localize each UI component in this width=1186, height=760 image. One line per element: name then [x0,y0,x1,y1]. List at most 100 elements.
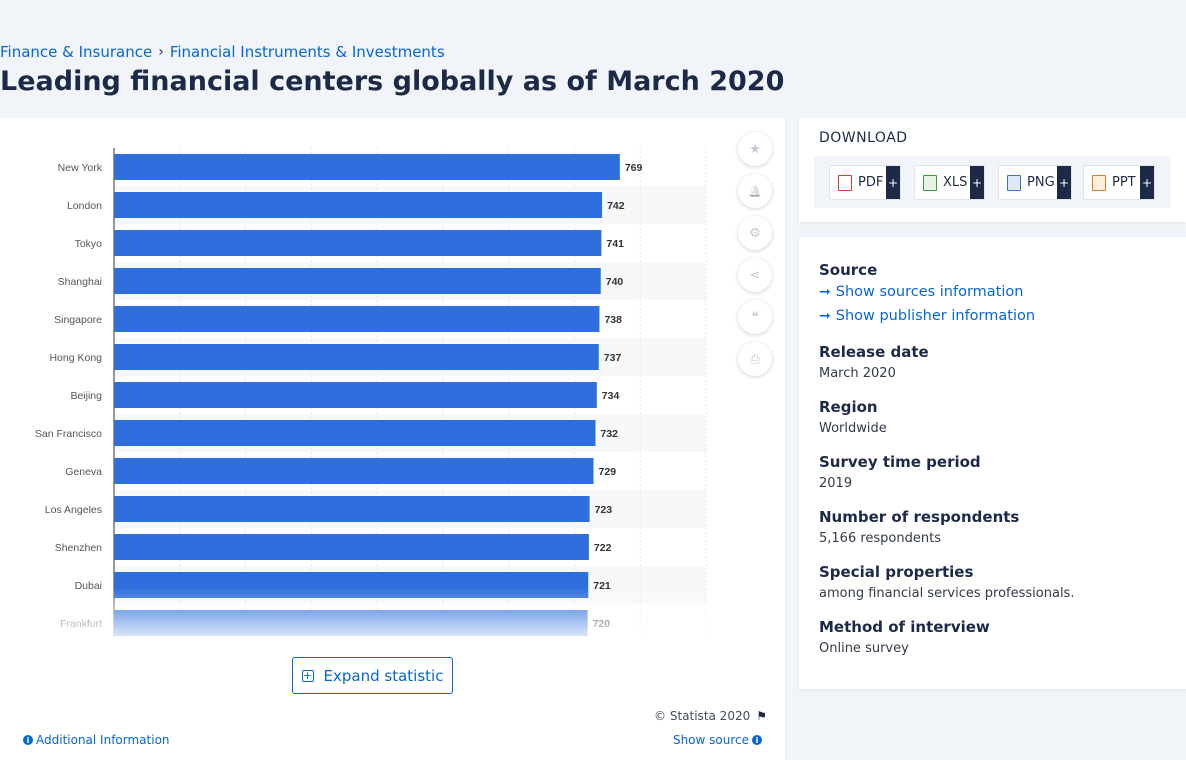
respondents-value: 5,166 respondents [819,531,941,546]
category-label: Los Angeles [45,504,102,516]
additional-information-link[interactable]: i Additional Information [20,733,170,747]
download-pdf-button[interactable]: PDF + [829,165,901,200]
flag-icon[interactable]: ⚑ [756,709,767,723]
show-source-label: Show source [672,733,749,747]
category-label: Shenzhen [55,542,102,554]
plus-icon: + [1057,166,1071,199]
bar[interactable] [114,458,594,484]
bar[interactable] [114,230,602,256]
page-title: Leading financial centers globally as of… [0,66,785,97]
bar[interactable] [114,268,601,294]
category-label: Frankfurt [60,618,102,630]
value-label: 737 [604,352,622,364]
special-properties-label: Special properties [819,563,974,581]
download-png-button[interactable]: PNG + [998,165,1072,200]
info-icon: i [23,735,33,745]
category-label: London [67,200,102,212]
download-xls-button[interactable]: XLS + [914,165,985,200]
xls-file-icon [923,174,937,191]
bar[interactable] [114,572,589,598]
breadcrumb-link-instruments[interactable]: Financial Instruments & Investments [169,43,445,61]
bar[interactable] [114,534,589,560]
bar[interactable] [114,420,596,446]
value-label: 741 [606,238,624,250]
download-png-label: PNG [1027,175,1055,190]
chart-card: New York 769 London 742 Tokyo 741 Shanghai 740 S… [0,118,785,760]
value-label: 734 [602,390,620,402]
download-pdf-label: PDF [858,175,884,190]
gear-icon[interactable]: ⚙ [738,216,772,250]
bar[interactable] [114,344,599,370]
download-ppt-button[interactable]: PPT + [1083,165,1155,200]
star-icon[interactable]: ★ [738,132,772,166]
category-label: Beijing [70,390,102,402]
survey-period-value: 2019 [819,476,853,491]
copyright: © Statista 2020 ⚑ [654,709,767,723]
plus-icon: + [886,166,900,199]
download-xls-label: XLS [943,175,968,190]
show-sources-link[interactable]: ➞ Show sources information [819,284,1023,300]
value-label: 738 [604,314,622,326]
show-publisher-label: Show publisher information [835,308,1036,324]
copyright-text: © Statista 2020 [654,709,751,723]
respondents-label: Number of respondents [819,508,1020,526]
category-label: Dubai [75,580,102,592]
bell-icon[interactable]: 🔔 [738,174,772,208]
source-label: Source [819,261,878,279]
bar[interactable] [114,496,590,522]
value-label: 742 [607,200,625,212]
plus-square-icon: + [301,669,314,682]
plus-icon: + [1140,166,1154,199]
bar[interactable] [114,192,603,218]
category-label: New York [58,162,103,174]
value-label: 721 [593,580,611,592]
breadcrumb-link-finance[interactable]: Finance & Insurance [0,43,153,61]
download-buttons-row: PDF + XLS + PNG + PPT + [814,156,1171,208]
category-label: Tokyo [75,238,103,250]
arrow-right-icon: ➞ [819,308,831,324]
download-card: DOWNLOAD PDF + XLS + PNG + PPT + [799,118,1186,222]
value-label: 740 [606,276,624,288]
show-publisher-link[interactable]: ➞ Show publisher information [819,308,1035,324]
show-sources-label: Show sources information [835,284,1024,300]
bar[interactable] [114,306,600,332]
category-label: Singapore [54,314,102,326]
breadcrumb-separator: › [158,44,164,60]
download-title: DOWNLOAD [819,130,908,146]
category-label: Shanghai [58,276,102,288]
value-label: 720 [593,618,611,630]
value-label: 729 [599,466,617,478]
category-label: Geneva [65,466,102,478]
expand-statistic-button[interactable]: + Expand statistic [292,657,453,694]
quote-icon[interactable]: ❝ [738,300,772,334]
expand-statistic-label: Expand statistic [323,666,444,685]
bar[interactable] [114,154,620,180]
value-label: 769 [625,162,643,174]
info-icon: i [752,735,762,745]
category-label: San Francisco [35,428,102,440]
value-label: 722 [594,542,612,554]
additional-information-label: Additional Information [36,733,170,747]
breadcrumb: Finance & Insurance › Financial Instrume… [0,43,445,61]
category-label: Hong Kong [49,352,102,364]
top-bar [0,0,1186,40]
print-icon[interactable]: ⎙ [738,342,772,376]
bar[interactable] [114,610,588,636]
ppt-file-icon [1092,174,1106,191]
special-properties-value: among financial services professionals. [819,586,1075,601]
png-file-icon [1007,174,1021,191]
release-date-value: March 2020 [819,366,896,381]
bar-chart: New York 769 London 742 Tokyo 741 Shanghai 740 S… [35,148,707,638]
value-label: 723 [595,504,613,516]
show-source-link[interactable]: Show source i [673,733,765,747]
method-value: Online survey [819,641,909,656]
pdf-file-icon [838,174,852,191]
release-date-label: Release date [819,343,929,361]
region-label: Region [819,398,878,416]
value-label: 732 [600,428,618,440]
plus-icon: + [970,166,984,199]
download-ppt-label: PPT [1112,175,1136,190]
statistic-info-card: Source ➞ Show sources information ➞ Show… [799,237,1186,689]
share-icon[interactable]: ⋖ [738,258,772,292]
bar[interactable] [114,382,597,408]
